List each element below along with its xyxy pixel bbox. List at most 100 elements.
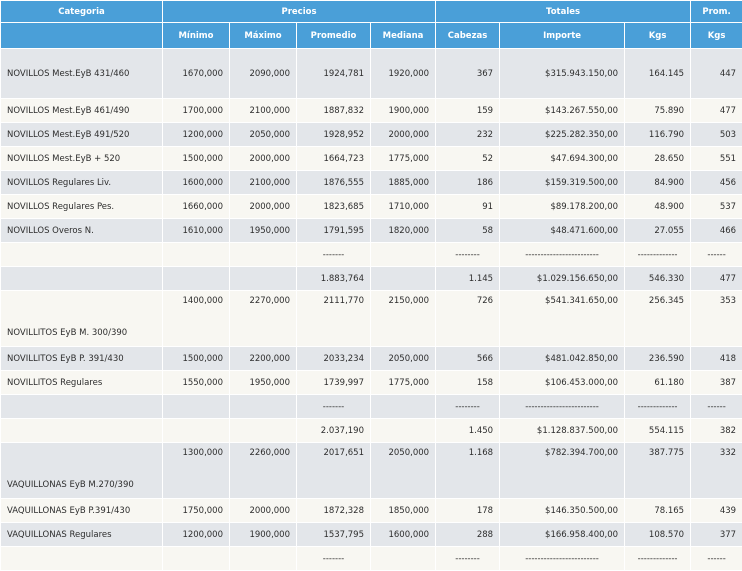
importe-cell: $1.029.156.650,00 <box>500 267 625 291</box>
cabezas-cell: 1.450 <box>436 419 500 443</box>
header-cabezas: Cabezas <box>436 23 500 49</box>
mediana-cell: 1710,000 <box>371 195 436 219</box>
promedio-cell: 1664,723 <box>297 147 371 171</box>
minimo-cell: 1600,000 <box>163 171 230 195</box>
promedio-cell: 2017,651 <box>297 443 371 499</box>
promedio-cell: 1928,952 <box>297 123 371 147</box>
maximo-cell: 1950,000 <box>230 371 297 395</box>
cabezas-cell: 726 <box>436 291 500 347</box>
header-precios: Precios <box>163 1 436 23</box>
promedio-cell: ------- <box>297 243 371 267</box>
maximo-cell <box>230 395 297 419</box>
maximo-cell: 2050,000 <box>230 123 297 147</box>
promedio-cell: ------- <box>297 395 371 419</box>
promedio-cell: 1.883,764 <box>297 267 371 291</box>
importe-cell: $146.350.500,00 <box>500 499 625 523</box>
maximo-cell: 2100,000 <box>230 171 297 195</box>
kgs-prom-cell: 377 <box>691 523 742 547</box>
header-prom: Prom. <box>691 1 742 23</box>
mediana-cell: 2050,000 <box>371 347 436 371</box>
maximo-cell: 2000,000 <box>230 195 297 219</box>
kgs-prom-cell: 439 <box>691 499 742 523</box>
minimo-cell <box>163 547 230 571</box>
separator-row: ----------------------------------------… <box>1 395 742 419</box>
kgs-cell: 84.900 <box>625 171 691 195</box>
category-cell: VAQUILLONAS Regulares <box>1 523 163 547</box>
cabezas-cell: 1.145 <box>436 267 500 291</box>
kgs-prom-cell: 456 <box>691 171 742 195</box>
category-cell: NOVILLITOS EyB M. 300/390 <box>1 291 163 347</box>
maximo-cell: 2260,000 <box>230 443 297 499</box>
header-importe: Importe <box>500 23 625 49</box>
mediana-cell: 1850,000 <box>371 499 436 523</box>
category-cell: NOVILLOS Regulares Pes. <box>1 195 163 219</box>
promedio-cell: 1876,555 <box>297 171 371 195</box>
kgs-cell: 256.345 <box>625 291 691 347</box>
importe-cell: $159.319.500,00 <box>500 171 625 195</box>
mediana-cell <box>371 547 436 571</box>
category-cell: NOVILLITOS Regulares <box>1 371 163 395</box>
cabezas-cell: 158 <box>436 371 500 395</box>
minimo-cell: 1700,000 <box>163 99 230 123</box>
kgs-cell: 546.330 <box>625 267 691 291</box>
minimo-cell: 1550,000 <box>163 371 230 395</box>
category-cell: VAQUILLONAS EyB P.391/430 <box>1 499 163 523</box>
category-cell: NOVILLOS Overos N. <box>1 219 163 243</box>
importe-cell: ------------------------ <box>500 395 625 419</box>
header-kgs-prom: Kgs <box>691 23 742 49</box>
cabezas-cell: 186 <box>436 171 500 195</box>
kgs-prom-cell: 332 <box>691 443 742 499</box>
importe-cell: $48.471.600,00 <box>500 219 625 243</box>
kgs-cell: 108.570 <box>625 523 691 547</box>
cabezas-cell: 367 <box>436 49 500 99</box>
promedio-cell: 1887,832 <box>297 99 371 123</box>
header-categoria: Categoria <box>1 1 163 23</box>
category-cell: VAQUILLONAS EyB M.270/390 <box>1 443 163 499</box>
cabezas-cell: 232 <box>436 123 500 147</box>
cabezas-cell: 91 <box>436 195 500 219</box>
importe-cell: ------------------------ <box>500 547 625 571</box>
kgs-prom-cell: 382 <box>691 419 742 443</box>
minimo-cell: 1200,000 <box>163 523 230 547</box>
kgs-cell: 28.650 <box>625 147 691 171</box>
minimo-cell: 1500,000 <box>163 347 230 371</box>
cabezas-cell: -------- <box>436 395 500 419</box>
cabezas-cell: 178 <box>436 499 500 523</box>
importe-cell: $106.453.000,00 <box>500 371 625 395</box>
minimo-cell <box>163 267 230 291</box>
kgs-cell: 78.165 <box>625 499 691 523</box>
minimo-cell: 1660,000 <box>163 195 230 219</box>
category-cell: NOVILLOS Regulares Liv. <box>1 171 163 195</box>
maximo-cell <box>230 547 297 571</box>
kgs-cell: 75.890 <box>625 99 691 123</box>
header-minimo: Mínimo <box>163 23 230 49</box>
category-cell: NOVILLOS Mest.EyB 491/520 <box>1 123 163 147</box>
category-cell <box>1 267 163 291</box>
kgs-prom-cell: 551 <box>691 147 742 171</box>
kgs-prom-cell: ------ <box>691 243 742 267</box>
kgs-cell: ------------- <box>625 395 691 419</box>
maximo-cell: 2000,000 <box>230 147 297 171</box>
maximo-cell: 2000,000 <box>230 499 297 523</box>
importe-cell: $89.178.200,00 <box>500 195 625 219</box>
maximo-cell: 2090,000 <box>230 49 297 99</box>
mediana-cell: 2000,000 <box>371 123 436 147</box>
mediana-cell: 1775,000 <box>371 371 436 395</box>
mediana-cell: 1885,000 <box>371 171 436 195</box>
kgs-cell: 387.775 <box>625 443 691 499</box>
minimo-cell <box>163 419 230 443</box>
maximo-cell: 1900,000 <box>230 523 297 547</box>
minimo-cell: 1400,000 <box>163 291 230 347</box>
mediana-cell <box>371 419 436 443</box>
category-cell: NOVILLITOS EyB P. 391/430 <box>1 347 163 371</box>
kgs-prom-cell: ------ <box>691 395 742 419</box>
cabezas-cell: -------- <box>436 547 500 571</box>
header-totales: Totales <box>436 1 691 23</box>
promedio-cell: 2111,770 <box>297 291 371 347</box>
mediana-cell: 1920,000 <box>371 49 436 99</box>
